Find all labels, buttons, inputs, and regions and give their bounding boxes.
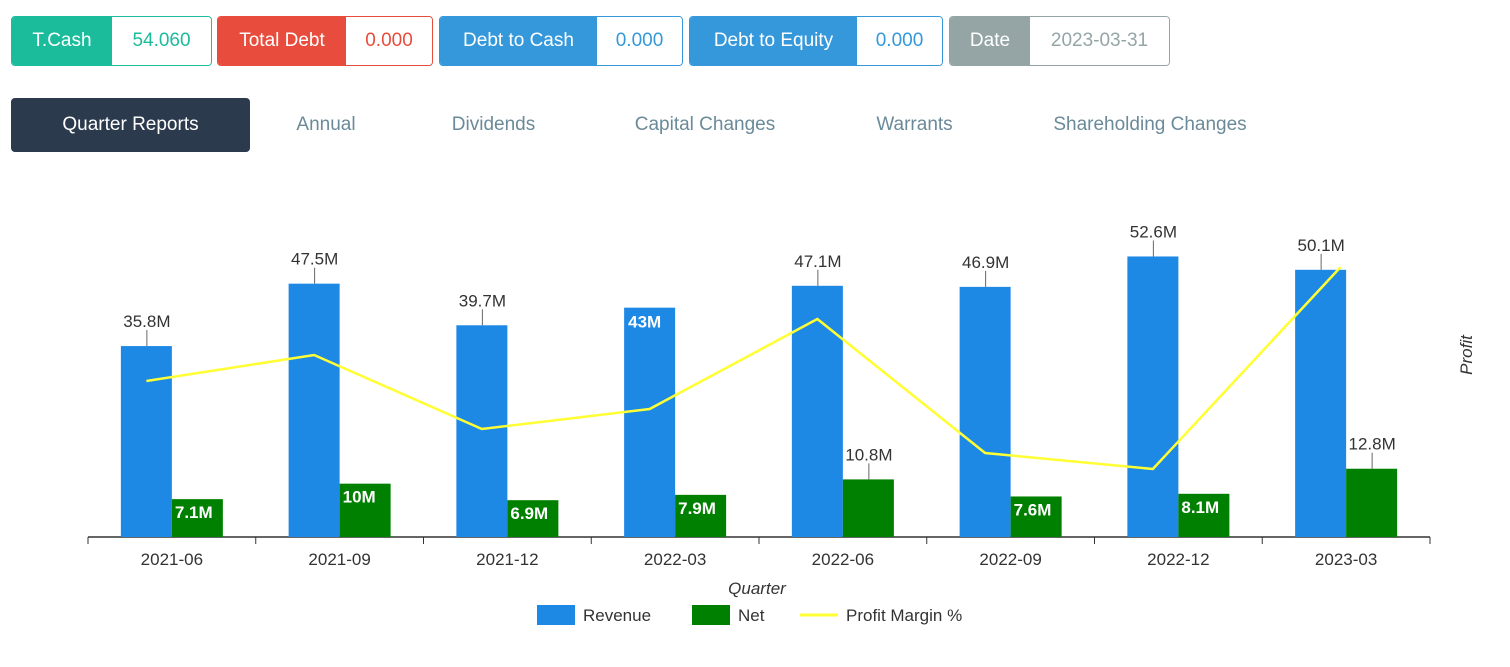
net-data-label: 6.9M: [510, 504, 548, 523]
net-data-label: 7.6M: [1014, 500, 1052, 519]
net-bar: [339, 483, 391, 537]
stat-value: 0.000: [346, 17, 432, 65]
stat-total-debt: Total Debt 0.000: [217, 16, 433, 66]
x-tick-label: 2021-06: [141, 550, 203, 569]
revenue-bar: [288, 283, 340, 537]
stat-value: 54.060: [112, 17, 211, 65]
revenue-data-label: 50.1M: [1298, 236, 1345, 255]
revenue-data-label: 46.9M: [962, 253, 1009, 272]
x-axis-title: Quarter: [728, 579, 787, 598]
x-tick-label: 2023-03: [1315, 550, 1377, 569]
revenue-data-label: 39.7M: [459, 291, 506, 310]
stat-label: Date: [950, 17, 1030, 65]
tab-capital-changes[interactable]: Capital Changes: [634, 114, 776, 135]
revenue-bar: [959, 286, 1011, 537]
stat-total-cash: T.Cash 54.060: [11, 16, 212, 66]
tab-warrants[interactable]: Warrants: [876, 114, 953, 135]
net-data-label: 12.8M: [1349, 435, 1396, 454]
net-data-label: 8.1M: [1181, 498, 1219, 517]
tab-dividends[interactable]: Dividends: [451, 114, 536, 135]
legend-net-label: Net: [738, 606, 765, 625]
net-data-label: 7.1M: [175, 503, 213, 522]
revenue-data-label: 43M: [628, 313, 661, 332]
revenue-bar: [120, 346, 172, 537]
tab-shareholding-changes[interactable]: Shareholding Changes: [1053, 114, 1247, 135]
revenue-bar: [791, 285, 843, 537]
y2-axis-title: Profit: [1457, 334, 1476, 375]
revenue-data-label: 47.5M: [291, 250, 338, 269]
legend-revenue-swatch: [537, 605, 575, 625]
revenue-data-label: 35.8M: [123, 312, 170, 331]
stat-value: 2023-03-31: [1030, 17, 1169, 65]
net-bar: [171, 499, 223, 537]
revenue-bar: [456, 325, 508, 537]
x-tick-label: 2022-12: [1147, 550, 1209, 569]
stat-label: Debt to Equity: [690, 17, 857, 65]
tab-quarter-reports[interactable]: Quarter Reports: [11, 98, 250, 152]
quarterly-chart: 2021-06 2021-09 2021-12 2022-03 2022-06 2022-…: [87, 222, 1476, 625]
net-data-label: 7.9M: [678, 499, 716, 518]
profit-margin-line: [146, 266, 1342, 471]
stat-debt-to-equity: Debt to Equity 0.000: [689, 16, 943, 66]
net-bar: [507, 500, 559, 537]
legend-revenue-label: Revenue: [583, 606, 651, 625]
stat-value: 0.000: [857, 17, 942, 65]
tab-annual[interactable]: Annual: [296, 114, 356, 135]
net-data-label: 10M: [343, 488, 376, 507]
revenue-bar: [1127, 256, 1179, 537]
x-tick-label: 2021-09: [308, 550, 370, 569]
revenue-bar: [624, 307, 676, 537]
net-bar: [842, 479, 894, 537]
net-bar: [1178, 493, 1230, 537]
stat-label: Total Debt: [218, 17, 346, 65]
stat-label: T.Cash: [12, 17, 112, 65]
revenue-data-label: 47.1M: [794, 252, 841, 271]
stat-date: Date 2023-03-31: [949, 16, 1170, 66]
net-data-label: 10.8M: [845, 445, 892, 464]
x-tick-label: 2021-12: [476, 550, 538, 569]
stat-label: Debt to Cash: [440, 17, 597, 65]
legend-profit-margin-label: Profit Margin %: [846, 606, 962, 625]
x-tick-label: 2022-09: [979, 550, 1041, 569]
revenue-bar: [1295, 269, 1347, 537]
net-bar: [1346, 468, 1398, 537]
x-tick-label: 2022-06: [812, 550, 874, 569]
net-bar: [675, 494, 727, 537]
x-tick-label: 2022-03: [644, 550, 706, 569]
legend-net-swatch: [692, 605, 730, 625]
stat-debt-to-cash: Debt to Cash 0.000: [439, 16, 683, 66]
stat-value: 0.000: [597, 17, 682, 65]
net-bar: [1010, 496, 1062, 537]
revenue-data-label: 52.6M: [1130, 222, 1177, 241]
